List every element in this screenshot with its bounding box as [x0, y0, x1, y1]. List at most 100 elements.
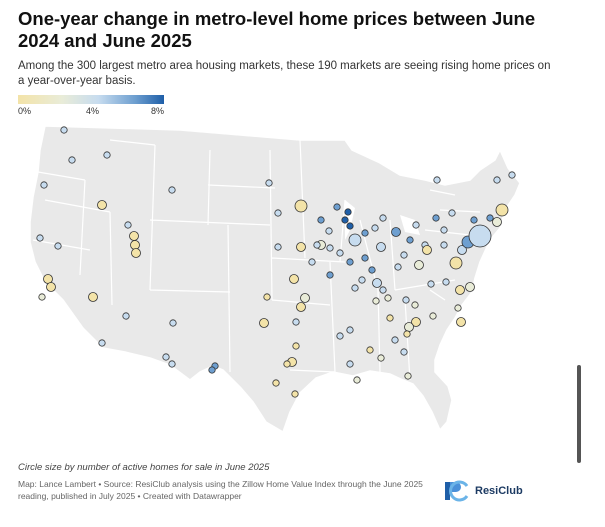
metro-circle[interactable] — [406, 236, 414, 244]
metro-circle[interactable] — [400, 251, 408, 259]
metro-circle[interactable] — [88, 292, 98, 302]
metro-circle[interactable] — [346, 326, 354, 334]
metro-circle[interactable] — [492, 217, 502, 227]
metro-circle[interactable] — [372, 278, 382, 288]
metro-circle[interactable] — [403, 330, 411, 338]
metro-circle[interactable] — [386, 314, 394, 322]
resiclub-brand[interactable]: ResiClub — [443, 477, 523, 505]
metro-circle[interactable] — [308, 258, 316, 266]
metro-circle[interactable] — [346, 258, 354, 266]
metro-circle[interactable] — [313, 241, 321, 249]
metro-circle[interactable] — [391, 227, 401, 237]
metro-circle[interactable] — [440, 226, 448, 234]
metro-circle[interactable] — [122, 312, 130, 320]
metro-circle[interactable] — [379, 214, 387, 222]
metro-circle[interactable] — [442, 278, 450, 286]
metro-circle[interactable] — [168, 186, 176, 194]
metro-circle[interactable] — [259, 318, 269, 328]
metro-circle[interactable] — [325, 227, 333, 235]
metro-circle[interactable] — [283, 360, 291, 368]
metro-circle[interactable] — [372, 297, 380, 305]
metro-circle[interactable] — [384, 294, 392, 302]
metro-circle[interactable] — [265, 179, 273, 187]
metro-circle[interactable] — [457, 245, 467, 255]
metro-circle[interactable] — [38, 293, 46, 301]
metro-circle[interactable] — [344, 208, 352, 216]
metro-circle[interactable] — [486, 214, 494, 222]
metro-circle[interactable] — [292, 342, 300, 350]
metro-circle[interactable] — [46, 282, 56, 292]
metro-circle[interactable] — [414, 260, 424, 270]
metro-circle[interactable] — [465, 282, 475, 292]
metro-circle[interactable] — [440, 241, 448, 249]
metro-circle[interactable] — [353, 376, 361, 384]
metro-circle[interactable] — [346, 360, 354, 368]
metro-circle[interactable] — [432, 214, 440, 222]
metro-circle[interactable] — [60, 126, 68, 134]
metro-circle[interactable] — [263, 293, 271, 301]
metro-circle[interactable] — [361, 229, 369, 237]
metro-circle[interactable] — [427, 280, 435, 288]
metro-circle[interactable] — [296, 302, 306, 312]
metro-circle[interactable] — [404, 322, 414, 332]
metro-circle[interactable] — [366, 346, 374, 354]
metro-circle[interactable] — [429, 312, 437, 320]
metro-circle[interactable] — [455, 285, 465, 295]
metro-circle[interactable] — [296, 242, 306, 252]
metro-circle[interactable] — [508, 171, 516, 179]
metro-circle[interactable] — [361, 254, 369, 262]
metro-circle[interactable] — [272, 379, 280, 387]
metro-circle[interactable] — [358, 276, 366, 284]
metro-circle[interactable] — [495, 203, 509, 217]
metro-circle[interactable] — [208, 366, 216, 374]
metro-circle[interactable] — [333, 203, 341, 211]
metro-circle[interactable] — [274, 209, 282, 217]
metro-circle[interactable] — [371, 224, 379, 232]
metro-circle[interactable] — [131, 248, 141, 258]
metro-circle[interactable] — [412, 221, 420, 229]
metro-circle[interactable] — [336, 332, 344, 340]
metro-circle[interactable] — [129, 231, 139, 241]
metro-circle[interactable] — [336, 249, 344, 257]
metro-circle[interactable] — [348, 233, 362, 247]
metro-circle[interactable] — [326, 244, 334, 252]
metro-circle[interactable] — [326, 271, 334, 279]
metro-circle[interactable] — [291, 390, 299, 398]
metro-circle[interactable] — [346, 222, 354, 230]
metro-circle[interactable] — [124, 221, 132, 229]
metro-circle[interactable] — [351, 284, 359, 292]
metro-circle[interactable] — [411, 317, 421, 327]
metro-circle[interactable] — [68, 156, 76, 164]
metro-circle[interactable] — [130, 240, 140, 250]
metro-circle[interactable] — [292, 318, 300, 326]
metro-circle[interactable] — [168, 360, 176, 368]
metro-circle[interactable] — [97, 200, 107, 210]
metro-circle[interactable] — [317, 216, 325, 224]
metro-circle[interactable] — [98, 339, 106, 347]
metro-circle[interactable] — [40, 181, 48, 189]
metro-circle[interactable] — [422, 245, 432, 255]
metro-circle[interactable] — [404, 372, 412, 380]
metro-circle[interactable] — [368, 266, 376, 274]
metro-circle[interactable] — [169, 319, 177, 327]
metro-circle[interactable] — [379, 286, 387, 294]
metro-circle[interactable] — [391, 336, 399, 344]
metro-circle[interactable] — [300, 293, 310, 303]
metro-circle[interactable] — [411, 301, 419, 309]
metro-circle[interactable] — [274, 243, 282, 251]
metro-circle[interactable] — [449, 256, 463, 270]
metro-circle[interactable] — [400, 348, 408, 356]
metro-circle[interactable] — [289, 274, 299, 284]
metro-circle[interactable] — [456, 317, 466, 327]
metro-circle[interactable] — [54, 242, 62, 250]
metro-circle[interactable] — [294, 199, 308, 213]
metro-circle[interactable] — [433, 176, 441, 184]
scrollbar-thumb[interactable] — [577, 365, 581, 463]
metro-circle[interactable] — [377, 354, 385, 362]
metro-circle[interactable] — [454, 304, 462, 312]
metro-circle[interactable] — [103, 151, 111, 159]
metro-circle[interactable] — [376, 242, 386, 252]
metro-circle[interactable] — [402, 296, 410, 304]
metro-circle[interactable] — [493, 176, 501, 184]
metro-circle[interactable] — [36, 234, 44, 242]
